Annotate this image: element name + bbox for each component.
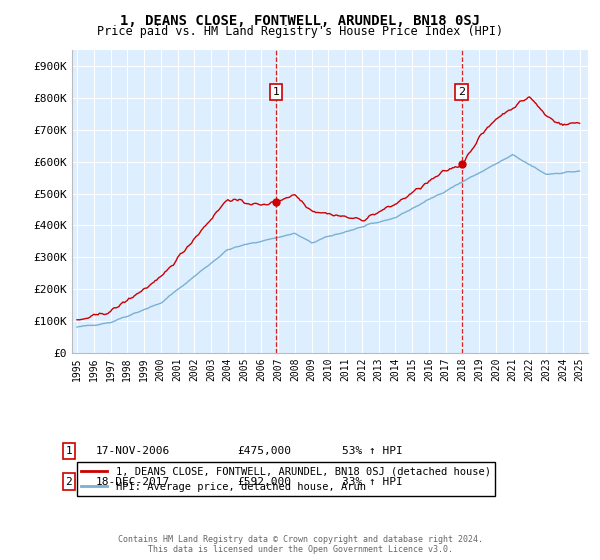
Text: Price paid vs. HM Land Registry's House Price Index (HPI): Price paid vs. HM Land Registry's House …: [97, 25, 503, 38]
Text: 18-DEC-2017: 18-DEC-2017: [96, 477, 170, 487]
Text: Contains HM Land Registry data © Crown copyright and database right 2024.
This d: Contains HM Land Registry data © Crown c…: [118, 535, 482, 554]
Text: 33% ↑ HPI: 33% ↑ HPI: [342, 477, 403, 487]
Text: 1: 1: [272, 87, 280, 97]
Text: 2: 2: [65, 477, 73, 487]
Text: 17-NOV-2006: 17-NOV-2006: [96, 446, 170, 456]
Text: 1: 1: [65, 446, 73, 456]
Text: 1, DEANS CLOSE, FONTWELL, ARUNDEL, BN18 0SJ: 1, DEANS CLOSE, FONTWELL, ARUNDEL, BN18 …: [120, 14, 480, 28]
Text: £475,000: £475,000: [237, 446, 291, 456]
Text: £592,000: £592,000: [237, 477, 291, 487]
Text: 53% ↑ HPI: 53% ↑ HPI: [342, 446, 403, 456]
Text: 2: 2: [458, 87, 465, 97]
Legend: 1, DEANS CLOSE, FONTWELL, ARUNDEL, BN18 0SJ (detached house), HPI: Average price: 1, DEANS CLOSE, FONTWELL, ARUNDEL, BN18 …: [77, 463, 495, 496]
